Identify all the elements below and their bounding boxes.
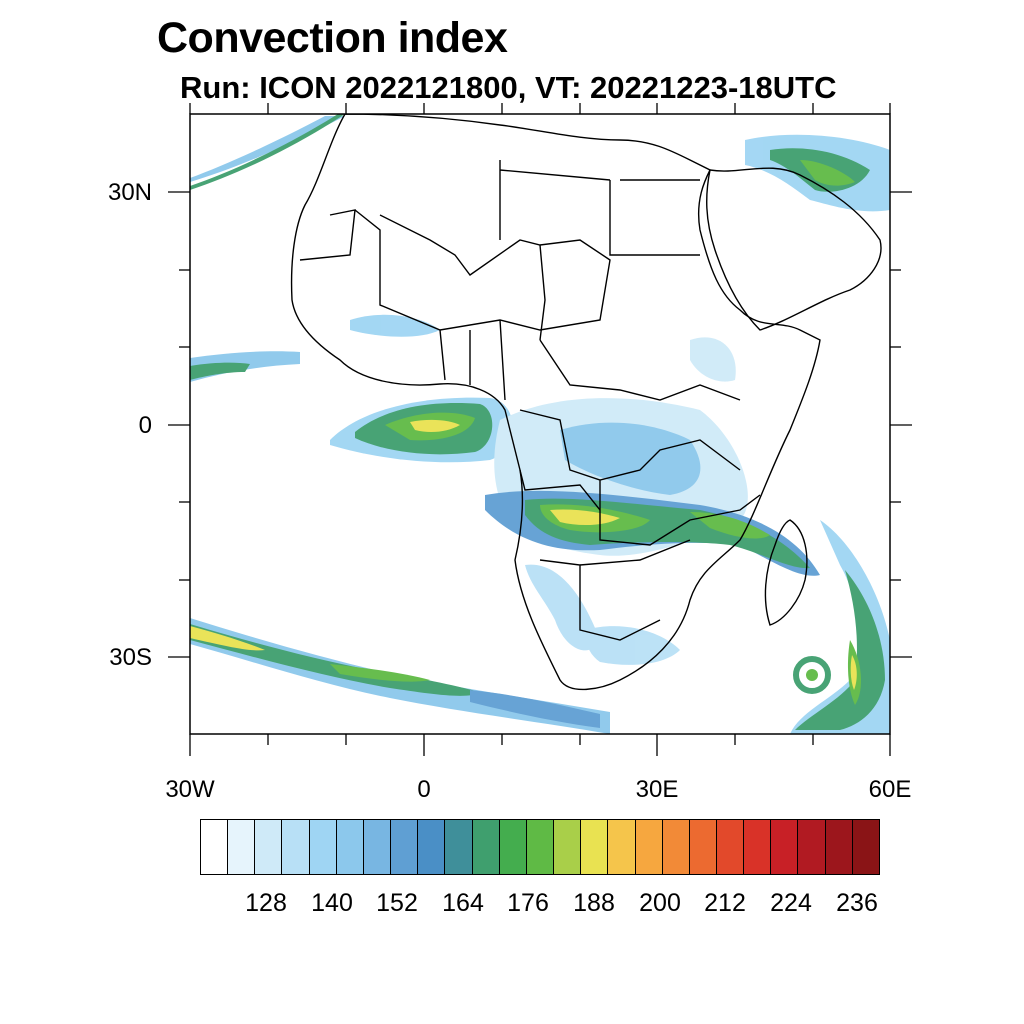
lon-label-0: 0 — [417, 776, 431, 803]
map-title: Convection index — [157, 14, 508, 62]
colorbar-swatch-23 — [825, 820, 853, 874]
convection-field — [190, 114, 890, 734]
arabian-peninsula — [706, 167, 882, 331]
colorbar-swatch-1 — [228, 820, 256, 874]
colorbar-swatch-7 — [391, 820, 419, 874]
map-subtitle: Run: ICON 2022121800, VT: 20221223-18UTC — [180, 70, 837, 105]
lat-label-0: 0 — [138, 412, 152, 439]
colorbar-swatch-15 — [608, 820, 636, 874]
colorbar-swatch-5 — [336, 820, 364, 874]
colorbar-swatch-14 — [581, 820, 609, 874]
colorbar-label-224: 224 — [770, 889, 812, 917]
colorbar-label-200: 200 — [639, 889, 681, 917]
lon-label-30w: 30W — [165, 776, 215, 803]
map-frame — [189, 113, 891, 735]
lat-label-30s: 30S — [109, 644, 152, 671]
internal-border-5 — [299, 209, 506, 401]
colorbar-swatch-6 — [363, 820, 392, 874]
colorbar-label-212: 212 — [704, 889, 746, 917]
internal-border-2 — [499, 160, 700, 341]
lat-label-30n: 30N — [107, 179, 152, 206]
colorbar-swatch-12 — [526, 820, 555, 874]
colorbar-label-140: 140 — [311, 889, 353, 917]
colorbar-swatch-16 — [635, 820, 663, 874]
colorbar — [200, 819, 880, 875]
colorbar-swatch-17 — [662, 820, 690, 874]
colorbar-label-176: 176 — [507, 889, 549, 917]
internal-border-4 — [519, 469, 691, 641]
colorbar-swatch-20 — [744, 820, 772, 874]
colorbar-swatch-2 — [255, 820, 283, 874]
coastline-borders — [290, 114, 882, 691]
colorbar-swatch-22 — [798, 820, 826, 874]
lon-label-30e: 30E — [635, 776, 679, 803]
colorbar-swatch-19 — [716, 820, 745, 874]
madagascar — [764, 519, 808, 626]
colorbar-swatch-24 — [852, 820, 879, 874]
lon-label-60e: 60E — [868, 776, 912, 803]
colorbar-swatch-10 — [472, 820, 500, 874]
colorbar-swatch-4 — [309, 820, 337, 874]
colorbar-label-188: 188 — [573, 889, 615, 917]
colorbar-swatch-11 — [499, 820, 527, 874]
colorbar-swatch-21 — [771, 820, 799, 874]
colorbar-swatch-0 — [201, 820, 229, 874]
colorbar-swatch-9 — [445, 820, 473, 874]
colorbar-label-152: 152 — [376, 889, 418, 917]
colorbar-label-128: 128 — [245, 889, 287, 917]
colorbar-label-236: 236 — [836, 889, 878, 917]
colorbar-label-164: 164 — [442, 889, 484, 917]
colorbar-swatch-18 — [689, 820, 717, 874]
colorbar-swatch-8 — [418, 820, 446, 874]
map-plot-area — [190, 114, 890, 734]
colorbar-swatch-3 — [282, 820, 310, 874]
africa-coastline — [290, 114, 821, 691]
internal-border-3 — [519, 339, 761, 546]
colorbar-swatch-13 — [554, 820, 582, 874]
internal-border-1 — [354, 209, 611, 331]
axis-ticks — [168, 103, 912, 756]
